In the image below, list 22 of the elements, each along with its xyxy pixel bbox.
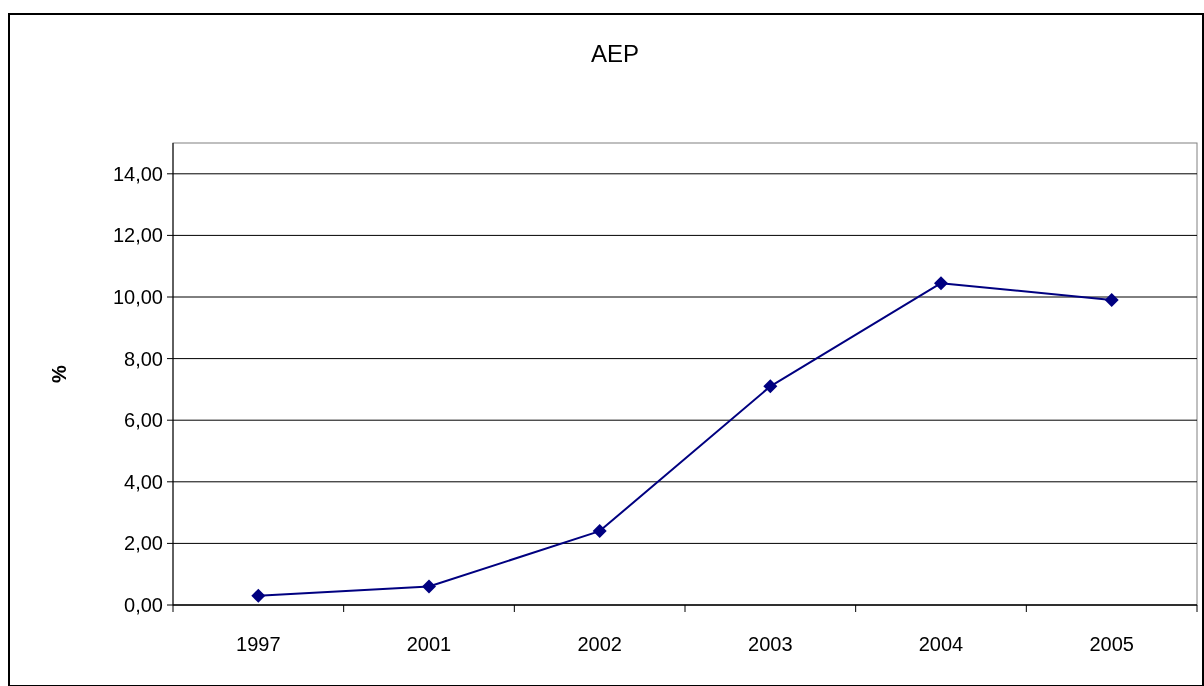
y-tick-label: 10,00 bbox=[112, 286, 163, 308]
x-tick-label: 2005 bbox=[1089, 633, 1134, 655]
x-tick-label: 2004 bbox=[918, 633, 964, 655]
y-tick-label: 0,00 bbox=[124, 594, 163, 616]
y-tick-label: 6,00 bbox=[124, 409, 163, 432]
y-tick-label: 14,00 bbox=[112, 162, 163, 185]
x-tick-label: 2002 bbox=[577, 633, 622, 655]
y-tick-label: 8,00 bbox=[124, 347, 163, 370]
y-tick-label: 2,00 bbox=[124, 532, 163, 555]
point bbox=[1104, 293, 1119, 308]
x-tick-label: 2001 bbox=[406, 633, 452, 655]
point bbox=[934, 276, 948, 291]
chart-title: AEP bbox=[590, 40, 640, 67]
x-tick-label: 2003 bbox=[748, 633, 793, 655]
point bbox=[592, 524, 607, 539]
point bbox=[422, 579, 436, 594]
y-tick-label: 12,00 bbox=[112, 224, 163, 247]
point bbox=[763, 379, 778, 394]
x-tick-label: 1997 bbox=[236, 633, 281, 655]
y-tick-label: 4,00 bbox=[124, 470, 163, 493]
point bbox=[251, 588, 266, 603]
y-axis-title: % bbox=[48, 364, 70, 383]
